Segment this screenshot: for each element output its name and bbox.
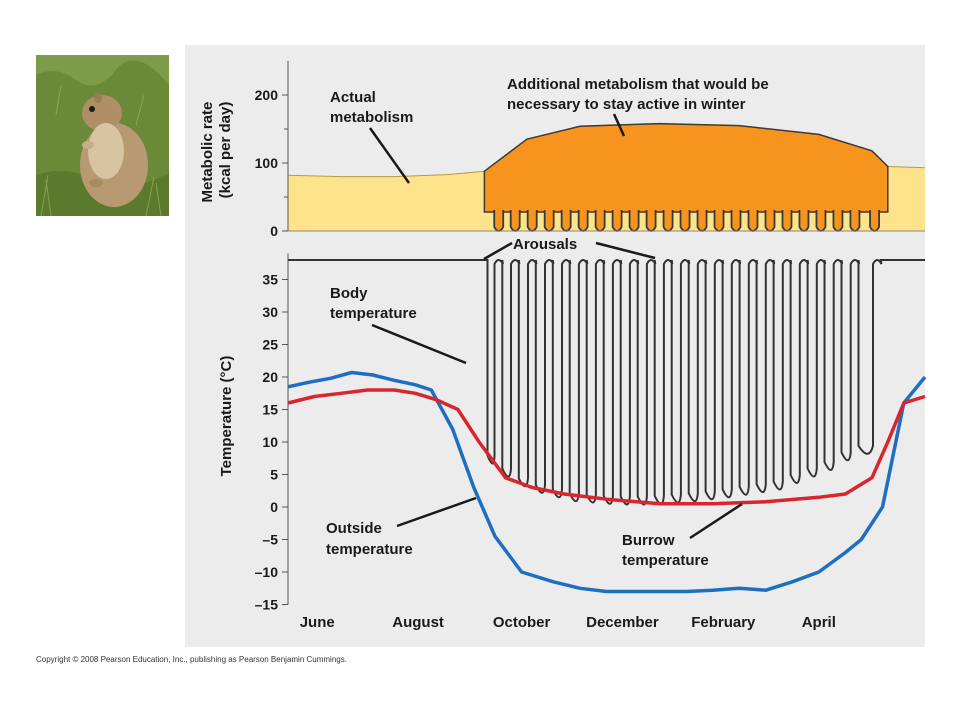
temperature-tick-label: 15	[262, 402, 278, 418]
ground-squirrel-photo	[36, 55, 169, 216]
metabolic-y-axis-title: Metabolic rate (kcal per day)	[199, 97, 234, 202]
annotation-body-temperature: Body temperature	[330, 285, 417, 322]
metabolic-y-ticks: 0 100 200	[255, 87, 288, 239]
temperature-tick-label: 20	[262, 369, 278, 385]
metabolic-arousal-spikes	[493, 209, 880, 232]
month-label: October	[493, 614, 551, 631]
temperature-chart: –15 –10 –5 0 5 10 15 20 25 30 35	[255, 253, 927, 613]
metabolic-tick-label: 100	[255, 155, 279, 171]
annotation-additional-metabolism: Additional metabolism that would be nece…	[507, 76, 773, 113]
month-label: December	[586, 614, 659, 631]
temperature-y-ticks: –15 –10 –5 0 5 10 15 20 25 30 35	[255, 272, 288, 613]
temperature-tick-label: –15	[255, 597, 279, 613]
annotation-actual-metabolism: Actual metabolism	[330, 89, 413, 126]
temperature-tick-label: 30	[262, 304, 278, 320]
annotation-outside-temperature: Outside temperature	[326, 520, 413, 558]
month-label: August	[392, 614, 444, 631]
copyright-notice: Copyright © 2008 Pearson Education, Inc.…	[36, 655, 347, 664]
temperature-tick-label: –5	[262, 532, 278, 548]
pointer-additional-metabolism	[612, 113, 626, 137]
pointer-body-temperature	[371, 323, 467, 365]
annotation-burrow-temperature: Burrow temperature	[622, 532, 709, 569]
burrow-temperature-line	[287, 388, 926, 506]
temperature-tick-label: 25	[262, 337, 278, 353]
month-label: June	[300, 614, 335, 631]
pointer-outside-temperature	[396, 496, 477, 528]
additional-metabolism-area	[483, 122, 889, 213]
pointer-arousals-left	[483, 241, 513, 261]
temperature-tick-label: 10	[262, 434, 278, 450]
pointer-arousals-right	[595, 241, 656, 260]
temperature-y-axis-title: Temperature (°C)	[218, 356, 235, 477]
month-label: February	[691, 614, 756, 631]
actual-metabolism-top-line	[287, 165, 926, 178]
body-temperature-line	[288, 259, 925, 506]
temperature-tick-label: –10	[255, 564, 279, 580]
pointer-burrow-temperature	[689, 502, 743, 540]
metabolic-tick-label: 0	[270, 223, 278, 239]
temperature-tick-label: 5	[270, 467, 278, 483]
metabolic-tick-label: 200	[255, 87, 279, 103]
annotation-arousals: Arousals	[513, 236, 577, 253]
month-label: April	[802, 614, 836, 631]
temperature-tick-label: 0	[270, 499, 278, 515]
outside-temperature-line	[287, 370, 927, 594]
pointer-actual-metabolism	[368, 127, 411, 184]
metabolic-chart: 0 100 200	[255, 61, 926, 239]
month-axis-labels: June August October December February April	[300, 614, 836, 631]
temperature-tick-label: 35	[262, 272, 278, 288]
